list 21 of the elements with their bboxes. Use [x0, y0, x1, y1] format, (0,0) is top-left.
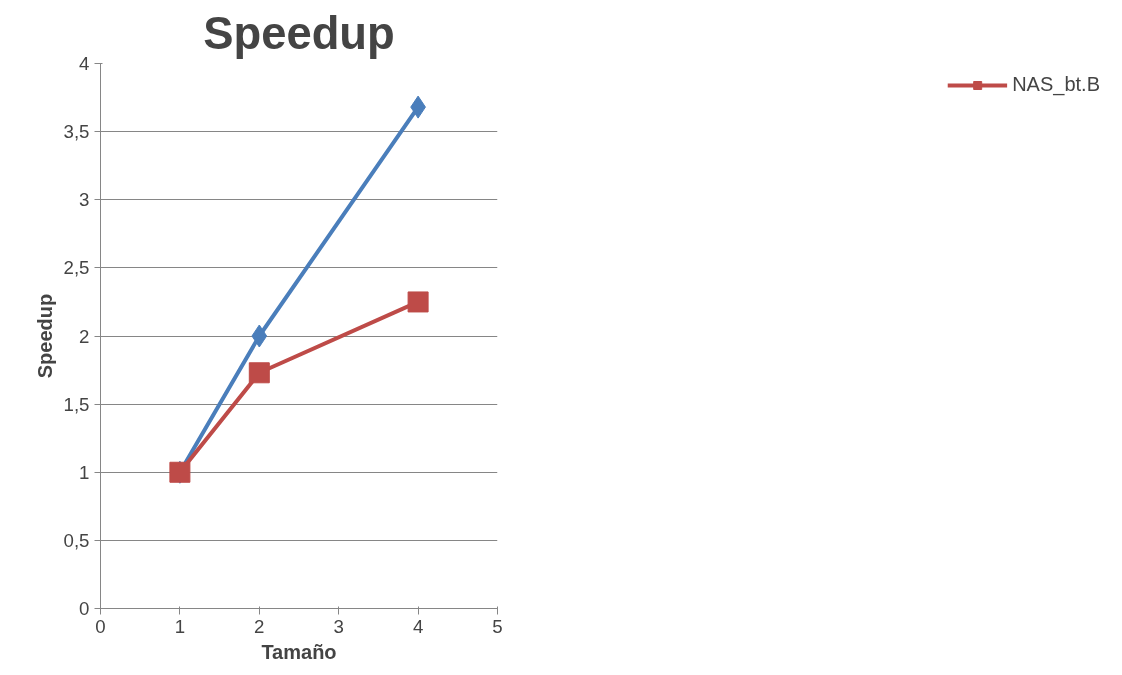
- x-tick-label: 1: [174, 615, 186, 637]
- y-tick-label: 0: [79, 598, 90, 619]
- point: [248, 362, 270, 384]
- y-tick-label: 0,5: [63, 529, 90, 551]
- x-tick-label: 0: [95, 615, 106, 637]
- legend-label: NAS_bt.B: [1012, 73, 1100, 96]
- y-tick-label: 2: [79, 325, 90, 347]
- y-tick-label: 3: [79, 189, 90, 211]
- y-tick-label: 2,5: [63, 257, 90, 279]
- point: [407, 291, 429, 313]
- y-tick-label: 3,5: [63, 121, 90, 143]
- y-tick-label: 1,5: [63, 393, 90, 415]
- x-tick-label: 3: [333, 615, 344, 637]
- x-axis-title: Tamaño: [261, 640, 337, 663]
- x-tick-label: 2: [254, 615, 265, 637]
- chart-title: Speedup: [203, 7, 395, 59]
- y-axis-title: Speedup: [33, 293, 56, 379]
- x-tick-label: 4: [412, 615, 424, 637]
- y-tick-label: 4: [79, 53, 90, 74]
- y-tick-label: 1: [79, 461, 90, 483]
- x-tick-label: 5: [492, 615, 503, 637]
